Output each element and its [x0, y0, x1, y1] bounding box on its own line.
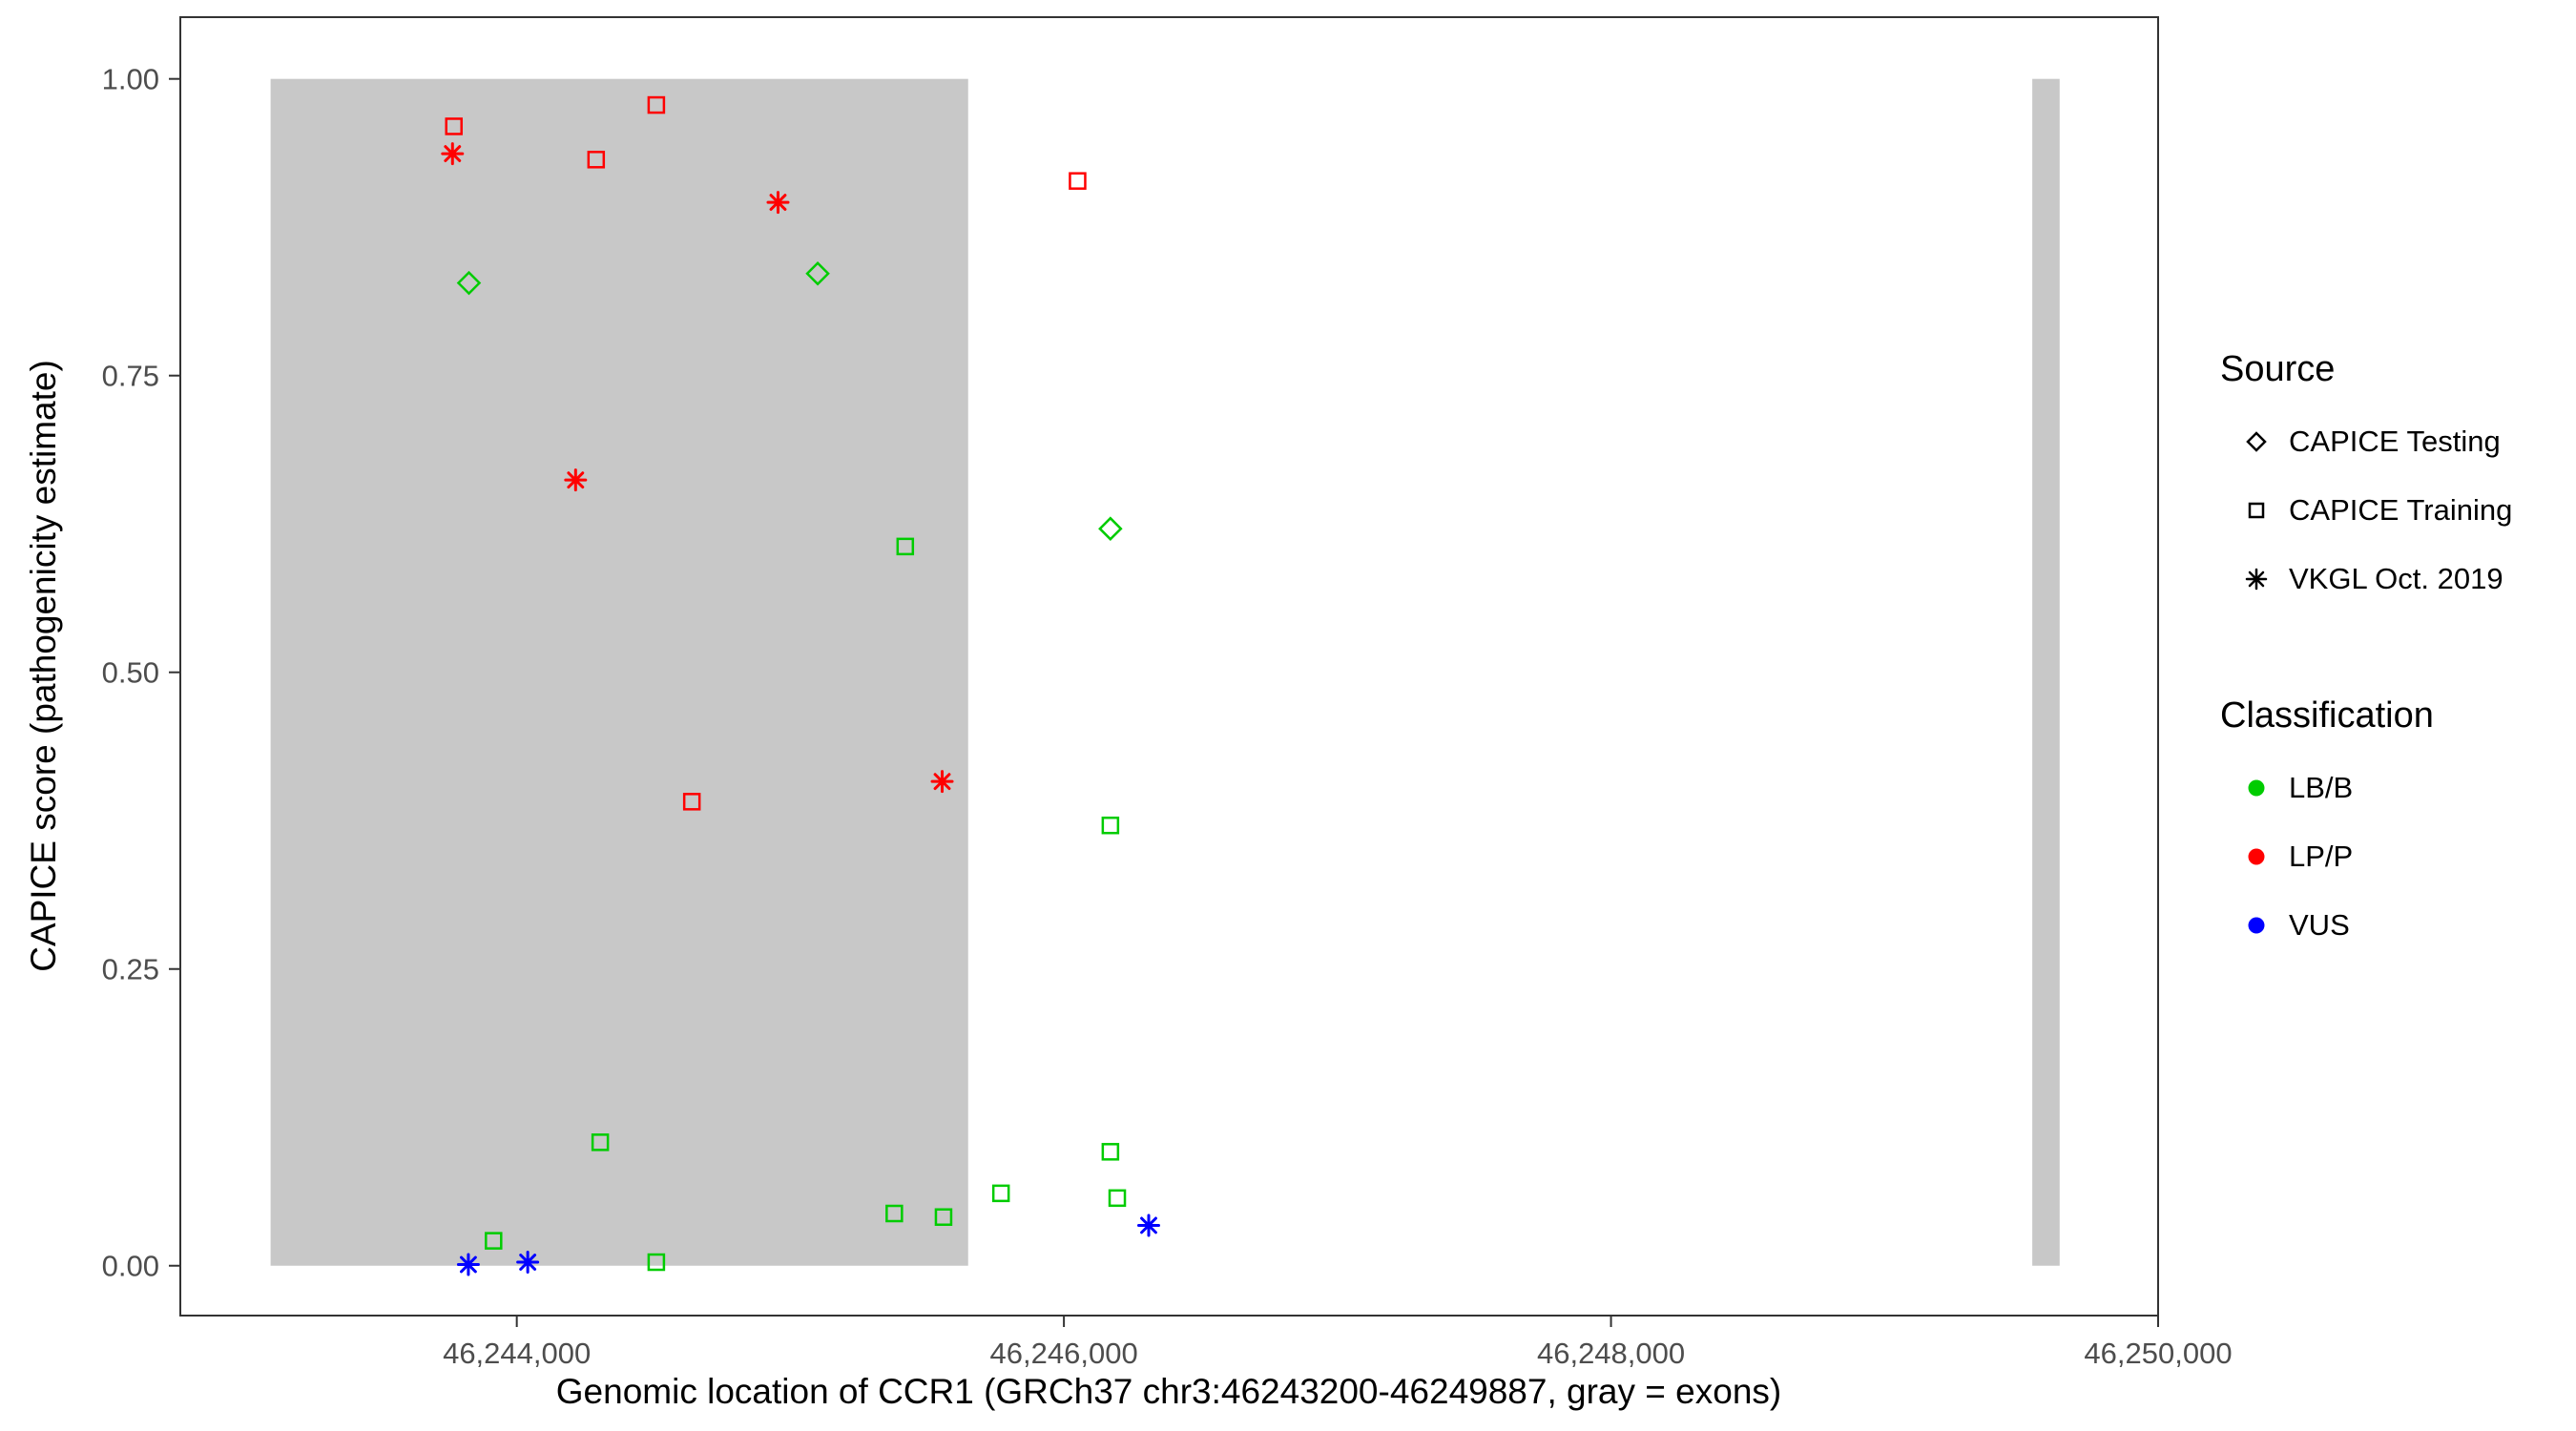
data-point [564, 468, 588, 492]
asterisk-icon [2239, 564, 2274, 594]
data-point [647, 1253, 666, 1272]
legend-item: LP/P [2220, 822, 2512, 891]
data-point [991, 1184, 1010, 1203]
data-point [934, 1208, 953, 1226]
circle-icon [2239, 841, 2274, 872]
data-point [885, 1204, 904, 1223]
legend-title-classification: Classification [2220, 695, 2434, 736]
data-point [587, 151, 606, 169]
legend-classification-items: LB/B LP/P VUS [2220, 754, 2512, 960]
data-point [766, 191, 790, 215]
circle-icon [2239, 910, 2274, 941]
y-tick-label: 0.75 [102, 360, 159, 393]
data-point [456, 270, 482, 296]
legend-label: LB/B [2289, 771, 2354, 804]
legend-item: LB/B [2220, 754, 2512, 822]
y-tick-label: 0.25 [102, 953, 159, 986]
data-point [445, 117, 463, 135]
data-point [591, 1133, 610, 1151]
legend-label: CAPICE Training [2289, 493, 2513, 527]
exon-rect [2032, 78, 2060, 1266]
legend-item: CAPICE Testing [2220, 407, 2512, 476]
x-tick-label: 46,250,000 [2084, 1337, 2232, 1370]
data-point [930, 770, 954, 794]
data-point [1108, 1189, 1127, 1208]
data-point [1137, 1213, 1160, 1237]
diamond-icon [2239, 426, 2274, 457]
data-point [647, 95, 666, 114]
square-icon [2239, 495, 2274, 526]
x-tick-label: 46,244,000 [443, 1337, 591, 1370]
data-point [805, 260, 830, 286]
y-tick-label: 0.00 [102, 1250, 159, 1283]
circle-icon [2239, 773, 2274, 803]
data-point [485, 1232, 503, 1250]
legend-label: LP/P [2289, 840, 2354, 873]
data-point [456, 1253, 480, 1276]
y-axis-title: CAPICE score (pathogenicity estimate) [24, 360, 63, 972]
exon-rect [270, 78, 968, 1266]
legend-title-source: Source [2220, 349, 2336, 389]
legend-label: VKGL Oct. 2019 [2289, 562, 2503, 595]
x-axis-title: Genomic location of CCR1 (GRCh37 chr3:46… [555, 1372, 1782, 1411]
data-point [1069, 172, 1087, 190]
legend-label: CAPICE Testing [2289, 425, 2501, 458]
legend-item: VKGL Oct. 2019 [2220, 545, 2512, 613]
data-point [682, 793, 701, 811]
legend-item: VUS [2220, 891, 2512, 960]
x-tick-label: 46,246,000 [990, 1337, 1138, 1370]
legend-item: CAPICE Training [2220, 476, 2512, 545]
legend-group-source: Source CAPICE Testing CAPICE Training VKGL… [2220, 349, 2512, 613]
legend-label: VUS [2289, 908, 2350, 942]
x-tick-label: 46,248,000 [1537, 1337, 1685, 1370]
data-point [1101, 816, 1120, 835]
data-point [1098, 516, 1123, 541]
y-tick-label: 1.00 [102, 63, 159, 96]
legend: Source CAPICE Testing CAPICE Training VKGL… [2220, 349, 2512, 960]
legend-source-items: CAPICE Testing CAPICE Training VKGL Oct. 2… [2220, 407, 2512, 613]
data-point [441, 142, 465, 166]
y-tick-label: 0.50 [102, 656, 159, 690]
data-point [896, 537, 915, 556]
data-point [1101, 1143, 1120, 1161]
panel-border [179, 16, 2159, 1317]
legend-group-classification: Classification LB/B LP/P VUS [2220, 695, 2512, 960]
data-point [516, 1251, 540, 1275]
